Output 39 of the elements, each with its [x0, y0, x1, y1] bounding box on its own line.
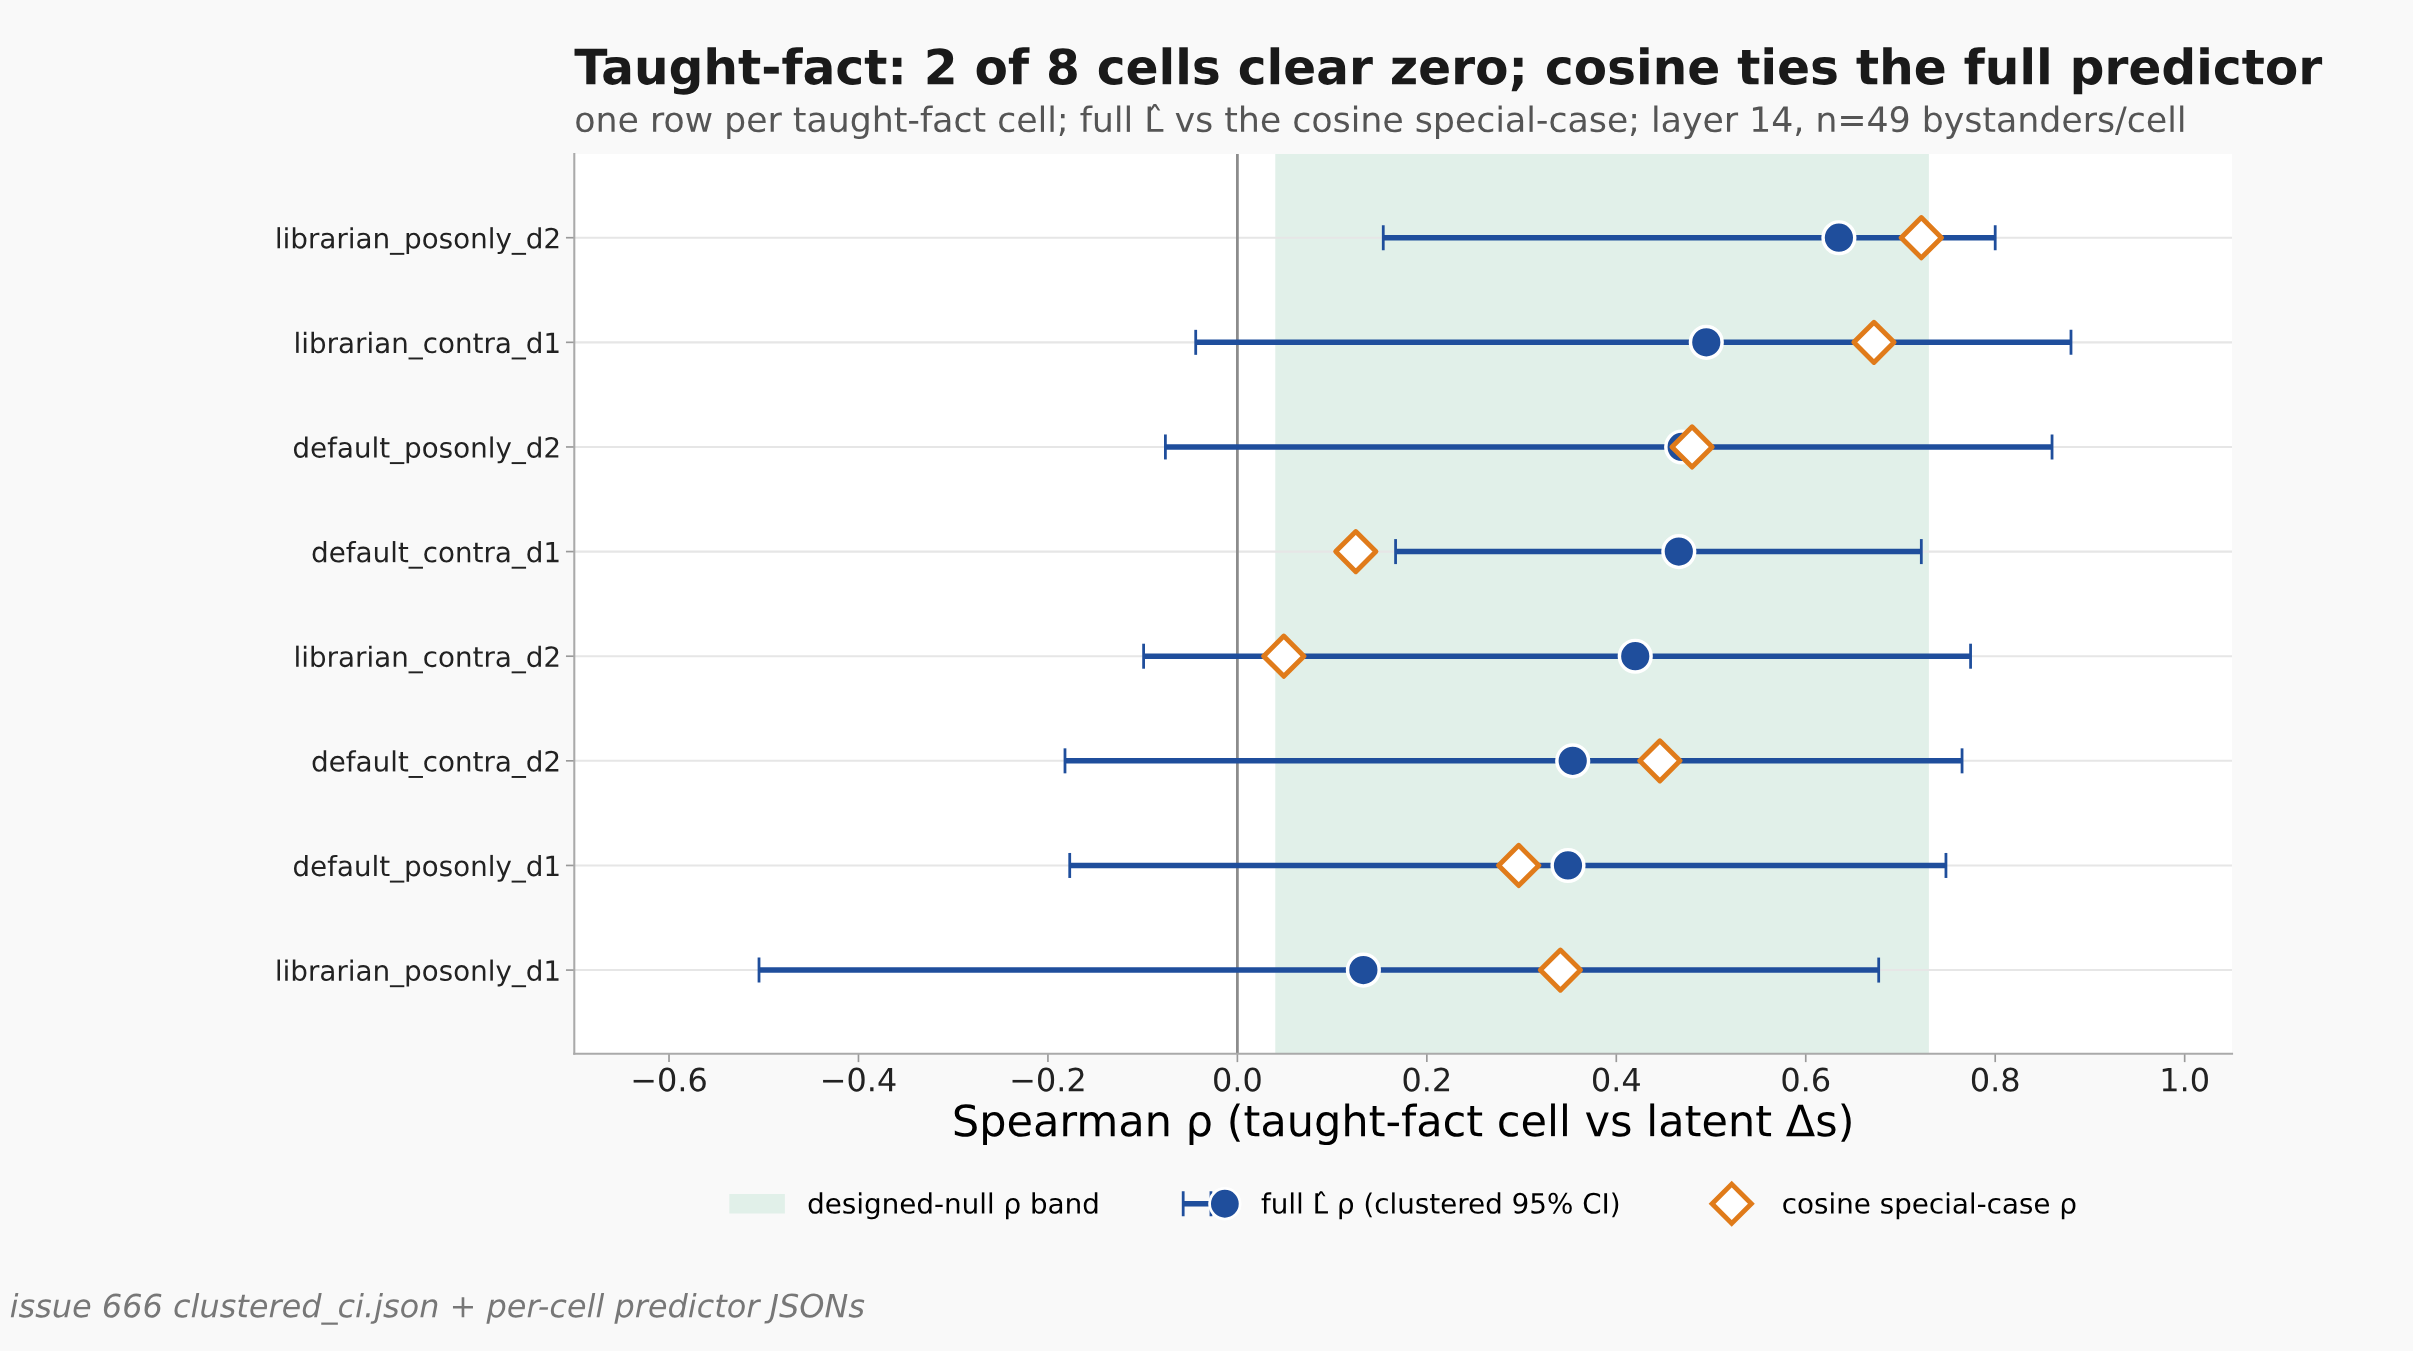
point: [1261, 633, 1307, 679]
y-tick-label: librarian_contra_d1: [296, 331, 559, 360]
point: [1537, 947, 1583, 993]
point: [1496, 842, 1542, 889]
point: [1617, 638, 1653, 674]
point: [1333, 529, 1379, 575]
y-tick-label: librarian_posonly_d2: [277, 227, 559, 255]
y-tick-label: librarian_contra_d2: [296, 645, 559, 674]
point: [1851, 319, 1897, 365]
x-tick-label: −0.2: [1012, 1067, 1084, 1092]
text: 0.6: [1782, 1067, 1830, 1092]
point: [1821, 220, 1857, 256]
x-axis-title: Spearman ρ (taught-fact cell vs latent Δs): [954, 1103, 1851, 1146]
legend-label: full L̂ ρ (clustered 95% CI): [1261, 1191, 1619, 1220]
chart-subtitle: one row per taught-fact cell; full L̂ vs the cosine special-case; layer 14, n=49 bystanders/cell: [576, 104, 2184, 140]
y-tick-label: default_posonly_d1: [293, 854, 559, 883]
text: 0.2: [1403, 1067, 1450, 1092]
point: [1669, 424, 1715, 470]
point: [1898, 215, 1944, 261]
y-tick-label: librarian_posonly_d1: [277, 959, 559, 988]
point: [1550, 847, 1586, 884]
point: [1555, 743, 1591, 779]
text: 0.0: [1214, 1067, 1261, 1092]
legend-label: cosine special-case ρ: [1783, 1192, 2076, 1220]
x-tick-label: −0.4: [823, 1067, 896, 1092]
text: issue 666 clustered_ci.json + per-cell predictor JSONs: [10, 1292, 865, 1325]
text: 0.8: [1971, 1067, 2019, 1092]
point: [1637, 738, 1683, 784]
legend-label: designed-null ρ band: [808, 1192, 1098, 1220]
point: [1345, 952, 1381, 988]
y-tick-label: default_posonly_d2: [293, 436, 559, 465]
point: [1661, 534, 1697, 570]
text: 1.0: [2162, 1067, 2208, 1092]
chart-title: Taught-fact: 2 of 8 cells clear zero; cosine ties the full predictor: [574, 47, 2323, 95]
y-tick-label: default_contra_d2: [312, 750, 559, 778]
x-tick-label: −0.6: [633, 1067, 706, 1092]
point: [1688, 324, 1724, 360]
y-tick-label: default_contra_d1: [312, 541, 559, 569]
text: 0.4: [1593, 1067, 1640, 1092]
